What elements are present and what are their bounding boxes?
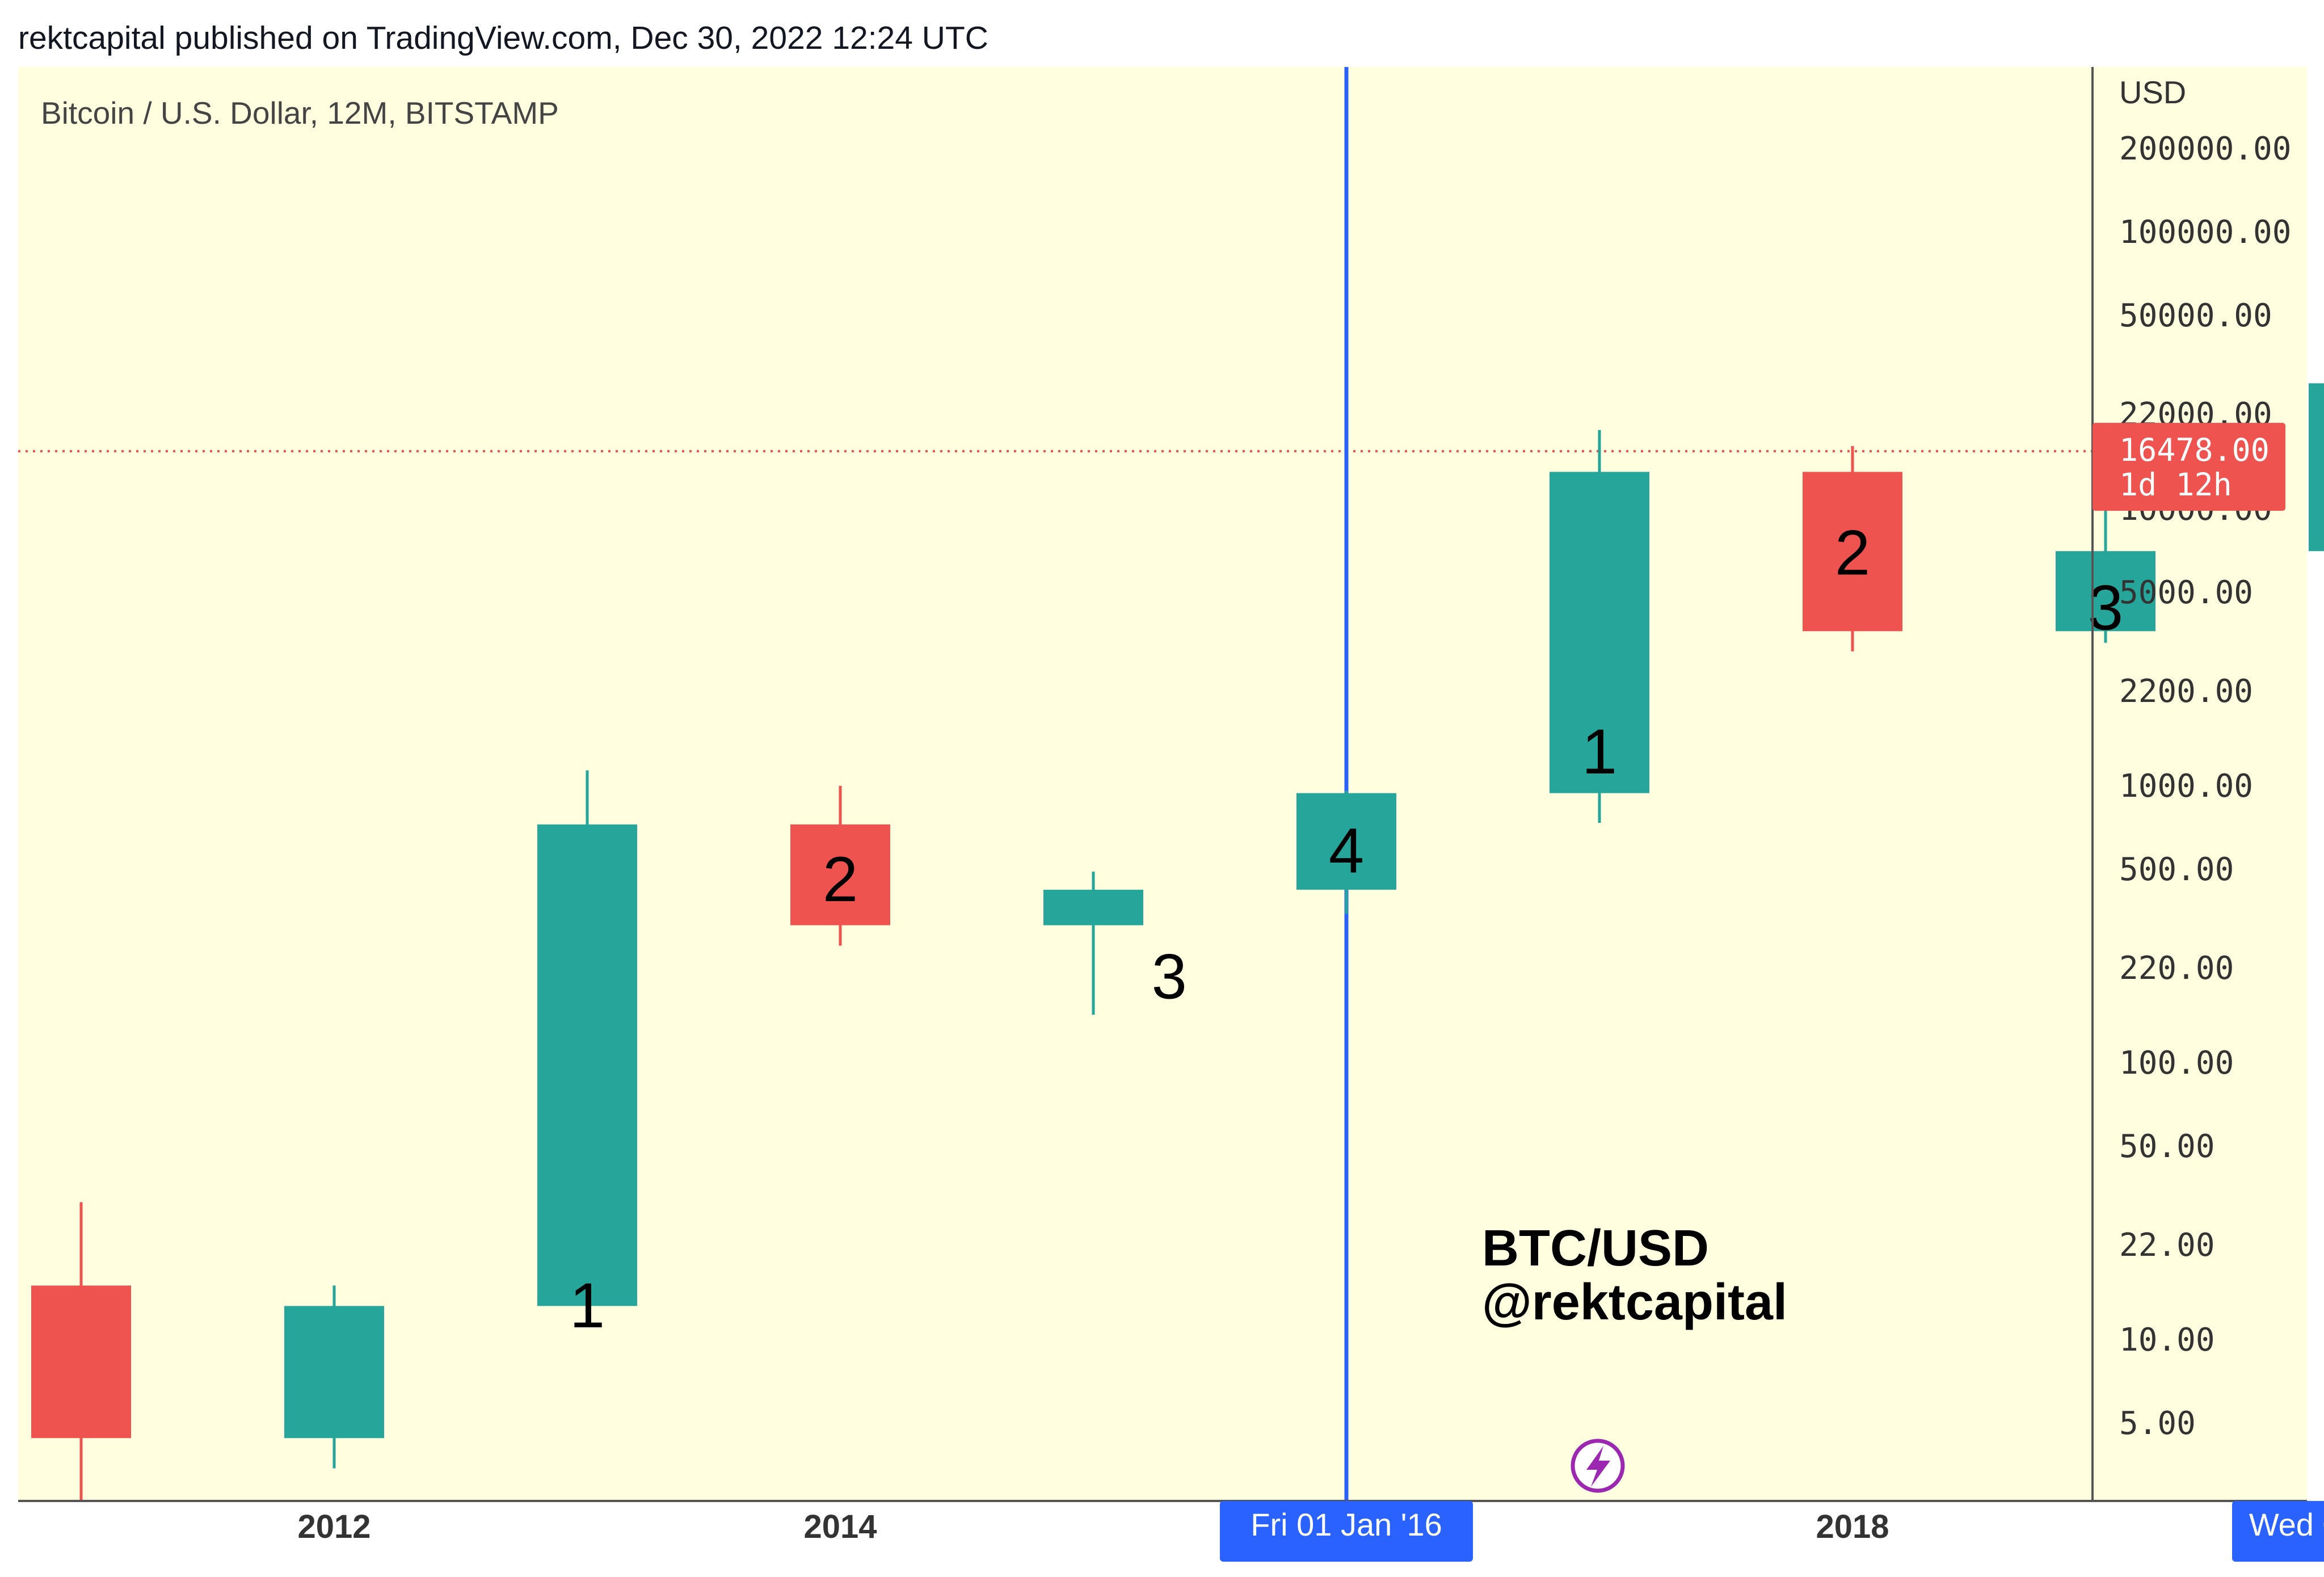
lightning-icon-bolt xyxy=(1586,1446,1610,1487)
candle-body xyxy=(1550,472,1649,793)
y-tick-label: 1000.00 xyxy=(2119,768,2253,805)
candle-body xyxy=(1043,889,1143,926)
publish-header: rektcapital published on TradingView.com… xyxy=(18,20,988,56)
x-tick-label: 2012 xyxy=(297,1508,371,1545)
cycle-label: 3 xyxy=(2088,572,2123,643)
candle-body xyxy=(1803,472,1902,632)
candle-body xyxy=(2309,383,2324,552)
current-price-tag xyxy=(2093,423,2285,511)
cycle-date-tag xyxy=(1220,1501,1473,1562)
cycle-label: 1 xyxy=(1582,716,1617,787)
watermark-line-1: BTC/USD xyxy=(1482,1220,1709,1277)
y-tick-label: 2200.00 xyxy=(2119,673,2253,710)
cycle-date-label: Wed 01 Jan '20 xyxy=(2249,1507,2324,1542)
y-tick-label: 200000.00 xyxy=(2119,131,2291,167)
y-tick-label: 5.00 xyxy=(2119,1405,2196,1442)
y-tick-label: 5000.00 xyxy=(2119,574,2253,611)
y-tick-label: 50000.00 xyxy=(2119,297,2272,334)
current-price-label: 16478.00 xyxy=(2119,432,2270,468)
y-tick-label: 500.00 xyxy=(2119,851,2234,888)
plot-background xyxy=(18,67,2307,1501)
y-axis-unit: USD xyxy=(2119,74,2186,110)
time-axis-background xyxy=(0,1502,2324,1577)
y-tick-label: 100000.00 xyxy=(2119,214,2291,251)
cycle-label: 4 xyxy=(1329,815,1364,886)
candle-body xyxy=(2056,551,2155,632)
y-tick-label: 220.00 xyxy=(2119,950,2234,987)
cycle-label: 3 xyxy=(1152,941,1187,1012)
current-price-countdown: 1d 12h xyxy=(2119,466,2232,503)
candle-body xyxy=(31,1285,131,1439)
y-tick-label: 22.00 xyxy=(2119,1227,2215,1264)
candle-body xyxy=(537,824,637,1306)
candle-body xyxy=(284,1306,384,1439)
x-tick-label: 2018 xyxy=(1816,1508,1889,1545)
lightning-icon[interactable] xyxy=(1571,1439,1625,1493)
chart-title: Bitcoin / U.S. Dollar, 12M, BITSTAMP xyxy=(41,95,559,131)
cycle-label: 2 xyxy=(823,844,858,915)
cycle-date-label: Fri 01 Jan '16 xyxy=(1251,1507,1442,1542)
y-tick-label: 10.00 xyxy=(2119,1322,2215,1359)
y-tick-label: 100.00 xyxy=(2119,1045,2234,1082)
candle-body xyxy=(790,824,890,926)
x-tick-label: 2014 xyxy=(803,1508,877,1545)
candle-body xyxy=(1296,793,1396,890)
y-tick-label: 50.00 xyxy=(2119,1128,2215,1165)
cycle-label: 1 xyxy=(570,1270,605,1341)
cycle-date-tag xyxy=(2232,1501,2324,1562)
cycle-label: 2 xyxy=(1835,517,1870,588)
watermark-line-2: @rektcapital xyxy=(1482,1274,1787,1331)
